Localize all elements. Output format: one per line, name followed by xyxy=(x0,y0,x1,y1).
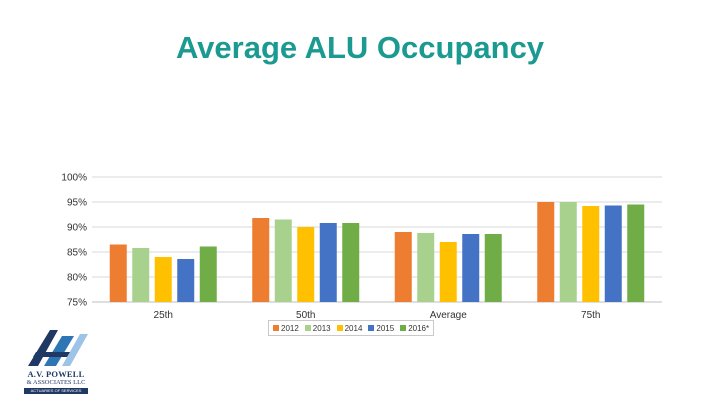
legend-swatch xyxy=(336,325,343,331)
chart-legend: 2012 2013 2014 2015 2016* xyxy=(268,320,435,336)
y-tick-label: 85% xyxy=(67,248,87,259)
legend-label: 2015 xyxy=(376,323,395,333)
bar-2016-25th xyxy=(199,246,217,302)
bar-2014-average xyxy=(439,242,457,302)
legend-label: 2014 xyxy=(344,323,363,333)
bar-2012-50th xyxy=(252,218,270,302)
legend-label: 2016* xyxy=(408,323,430,333)
bar-2016-50th xyxy=(342,223,360,302)
bar-2014-25th xyxy=(154,257,172,302)
legend-item: 2015 xyxy=(368,324,394,333)
bar-2012-average xyxy=(394,232,412,302)
x-category-label: 75th xyxy=(581,310,600,321)
y-tick-label: 90% xyxy=(67,223,87,234)
legend-item: 2013 xyxy=(304,323,331,333)
bar-2014-75th xyxy=(582,206,600,302)
y-tick-label: 80% xyxy=(67,273,87,284)
x-category-label: 50th xyxy=(296,310,315,321)
bar-2014-50th xyxy=(297,227,315,302)
legend-item: 2014 xyxy=(336,323,363,333)
y-tick-label: 75% xyxy=(67,298,87,309)
bar-2013-50th xyxy=(274,219,292,302)
bar-2015-average xyxy=(462,234,480,302)
logo-tagline: ACTUARIES OF SERVICES xyxy=(24,388,88,394)
bar-2012-25th xyxy=(109,244,127,302)
legend-swatch xyxy=(400,325,407,331)
logo-mark-icon xyxy=(28,330,88,366)
bar-2015-25th xyxy=(177,259,195,302)
bar-2012-75th xyxy=(537,202,555,302)
bar-2013-75th xyxy=(559,202,577,302)
x-axis-categories: 25th 50th Average 75th xyxy=(154,310,601,321)
bar-2013-average xyxy=(417,233,435,302)
legend-item: 2012 xyxy=(273,324,299,333)
y-axis-ticks: 75% 80% 85% 90% 95% 100% xyxy=(61,173,87,309)
legend-label: 2012 xyxy=(281,323,299,333)
bar-2013-25th xyxy=(132,248,150,302)
legend-swatch xyxy=(304,325,311,331)
legend-label: 2013 xyxy=(312,323,331,333)
chart-bars xyxy=(109,202,645,302)
logo-subtitle: & ASSOCIATES LLC xyxy=(26,379,86,386)
bar-2015-75th xyxy=(604,205,622,302)
y-tick-label: 100% xyxy=(61,173,87,184)
legend-item: 2016* xyxy=(400,324,429,333)
x-category-label: 25th xyxy=(154,310,173,321)
bar-2015-50th xyxy=(319,223,337,302)
slide-title: Average ALU Occupancy xyxy=(175,30,545,65)
x-category-label: Average xyxy=(430,310,468,321)
bar-2016-average xyxy=(484,234,502,302)
logo-name: A.V. POWELL xyxy=(27,369,85,379)
legend-swatch xyxy=(273,325,279,331)
bar-2016-75th xyxy=(627,204,645,302)
legend-swatch xyxy=(368,325,375,331)
company-logo: A.V. POWELL & ASSOCIATES LLC ACTUARIES O… xyxy=(22,326,90,400)
y-tick-label: 95% xyxy=(67,198,87,209)
